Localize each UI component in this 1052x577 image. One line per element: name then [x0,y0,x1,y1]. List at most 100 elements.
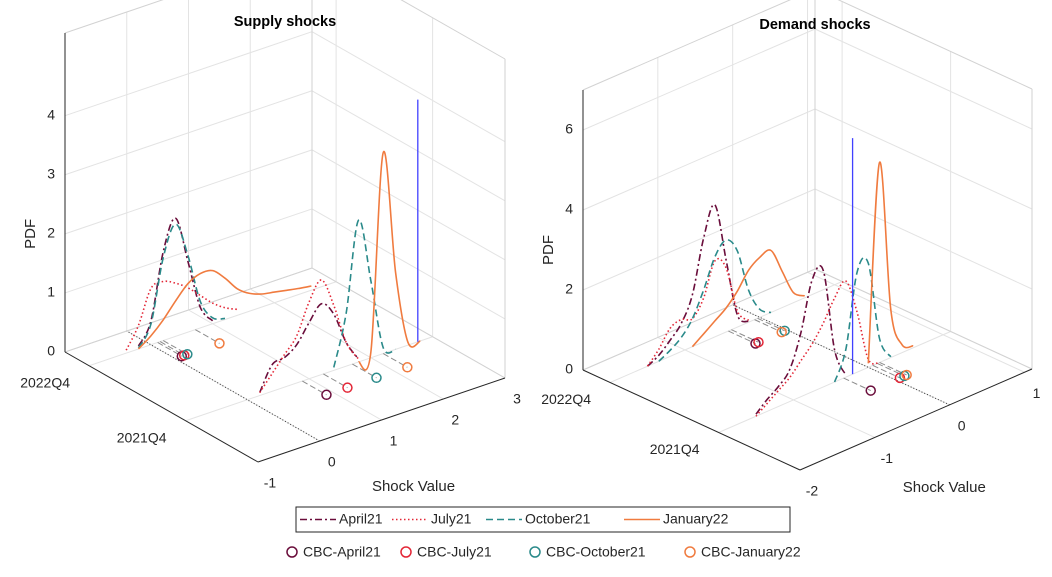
pdf-curve [333,219,396,368]
z-tick-label: 1 [47,284,55,300]
x-axis-label: Shock Value [903,479,986,496]
pdf-curve [259,279,360,394]
box-edge [837,0,1033,90]
z-tick-label: 4 [47,106,55,122]
cbc-connector [843,377,871,392]
grid-line [64,208,313,294]
grid-line [64,90,313,176]
legend-label: CBC-July21 [417,544,492,560]
grid-line [64,31,313,117]
cbc-marker [865,385,876,396]
cbc-connector [731,329,759,343]
x-axis [799,368,1033,471]
x-tick-label: 1 [1033,385,1041,401]
cbc-marker [182,349,193,360]
pdf-curve [833,256,892,383]
z-tick-label: 0 [47,343,55,359]
cbc-marker [901,369,912,381]
cbc-connector [879,361,907,376]
grid-line [582,28,816,131]
pdf-curve [357,150,421,371]
grid-line [657,336,876,438]
cbc-marker [321,389,332,401]
grid-line [88,281,337,367]
cbc-marker [402,362,413,373]
box-edge [64,0,164,34]
pdf-curve [691,249,805,348]
legend-label: July21 [431,511,472,527]
legend-label: CBC-October21 [546,544,646,560]
box-edge [814,268,1033,370]
pdf-curve [137,269,312,350]
grid-line [311,31,506,143]
grid-line [185,336,433,422]
grid-line [814,28,1033,130]
cbc-connector [754,319,782,333]
box-edge [64,267,313,353]
cbc-connector [877,362,905,377]
chart-title: Demand shocks [759,17,870,33]
depth-axis [64,351,259,463]
cbc-connector [757,317,785,332]
z-tick-label: 3 [47,165,55,181]
grid-line [311,90,506,202]
x-tick-label: -1 [264,475,277,491]
cbc-connector [728,330,756,344]
z-tick-label: 0 [565,361,573,377]
legend-label: April21 [339,511,383,527]
z-axis-label: PDF [540,235,557,265]
z-axis-label: PDF [22,219,39,249]
x-tick-label: 1 [390,433,398,449]
x-tick-label: -1 [881,450,894,466]
grid-line [807,271,1025,373]
legend-marker [400,546,412,558]
z-tick-label: 2 [47,225,55,241]
z-tick-label: 6 [565,121,573,137]
pdf-curve [755,280,880,417]
pdf-curve [137,217,214,347]
cbc-marker [371,372,382,384]
grid-line [64,149,313,235]
box-edge [582,0,791,91]
depth-tick-label: 2022Q4 [541,391,591,407]
pdf-curve [125,280,238,351]
depth-tick-label: 2022Q4 [20,374,70,390]
x-tick-label: -2 [806,483,819,499]
box-edge [400,0,506,60]
grid-line [311,208,506,320]
x-tick-label: 0 [958,418,966,434]
z-tick-label: 4 [565,201,573,217]
box-edge [311,267,506,379]
pdf-curve [646,257,750,367]
depth-tick-label: 2021Q4 [117,429,167,445]
box-edge [582,268,816,371]
x-tick-label: 2 [451,412,459,428]
depth-axis [582,369,801,471]
legend-box [295,506,791,533]
cbc-marker [776,326,787,338]
x-tick-label: 3 [513,391,521,407]
grid-line [732,304,950,406]
legend-label: CBC-April21 [303,544,381,560]
pdf-curve [755,265,847,415]
grid-line [582,188,816,291]
cbc-marker [342,382,353,393]
x-axis-label: Shock Value [372,478,455,495]
legend-marker [684,546,696,558]
pdf-curve [867,161,914,364]
grid-line [188,309,382,421]
legend-label: January22 [663,511,729,527]
chart-title: Supply shocks [234,14,336,30]
z-tick-label: 2 [565,281,573,297]
reference-line [126,330,320,442]
legend-marker [529,546,541,558]
grid-line [311,149,506,261]
cbc-marker [214,338,225,349]
x-tick-label: 0 [328,454,336,470]
depth-tick-label: 2021Q4 [650,441,700,457]
cbc-marker [753,336,764,348]
legend-marker [286,546,298,558]
x-axis [257,377,506,463]
